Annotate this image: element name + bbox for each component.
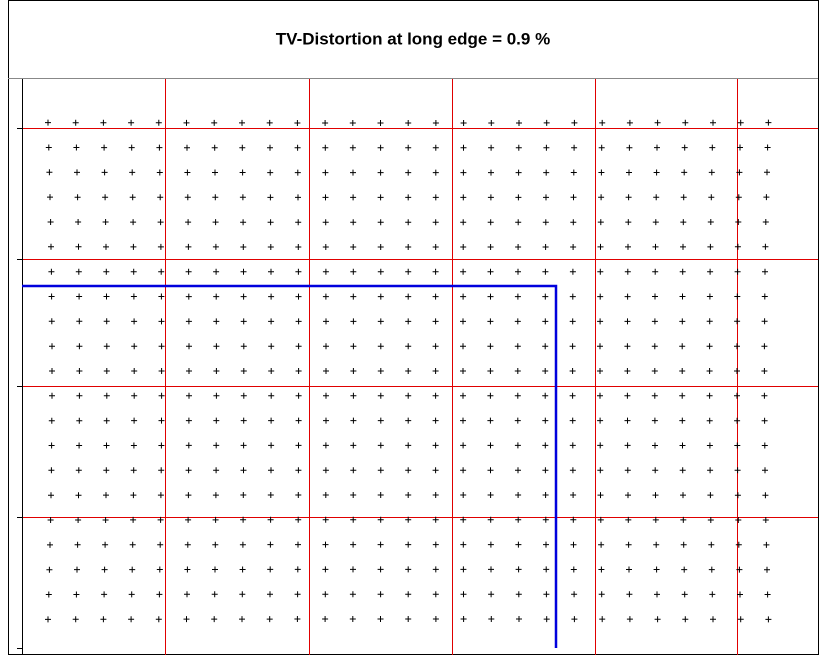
chart-title: TV-Distortion at long edge = 0.9 % <box>276 29 550 48</box>
marker-grid <box>45 119 772 623</box>
frame <box>8 0 819 655</box>
plot-area <box>8 78 818 655</box>
boundary-line <box>22 284 558 648</box>
